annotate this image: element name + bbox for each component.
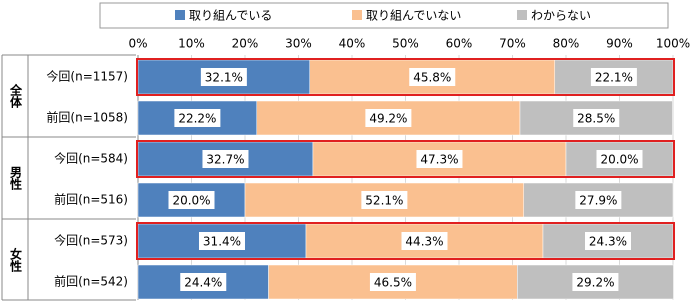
value-label: 29.2% (576, 276, 614, 290)
value-label: 44.3% (405, 235, 443, 249)
bar-segment (523, 182, 674, 218)
value-label: 49.2% (369, 112, 407, 126)
value-label: 47.3% (420, 153, 458, 167)
y-tick-label: 前回(n=1058) (46, 110, 128, 125)
legend-label: 取り組んでいない (366, 9, 461, 23)
group-label: 全体 (9, 83, 23, 109)
x-tick-label: 20% (232, 37, 259, 51)
highlight-box (136, 140, 675, 178)
y-tick-label: 今回(n=573) (54, 233, 128, 248)
y-tick-label: 前回(n=516) (54, 192, 128, 207)
value-label-box (409, 68, 456, 86)
x-tick-label: 70% (499, 37, 526, 51)
value-label: 22.1% (595, 71, 633, 85)
value-label-box (596, 150, 643, 168)
legend-label: 取り組んでいる (189, 9, 272, 23)
value-label-box (202, 150, 249, 168)
value-label-box (180, 273, 227, 291)
value-label-box (573, 109, 620, 127)
legend-box (99, 2, 669, 29)
value-label-box (590, 68, 637, 86)
value-label-box (369, 273, 416, 291)
y-tick-label: 前回(n=542) (54, 274, 128, 289)
bar-segment (137, 264, 269, 300)
legend-swatch (352, 10, 362, 20)
value-label-box (198, 232, 245, 250)
value-label: 28.5% (577, 112, 615, 126)
value-label: 31.4% (203, 235, 241, 249)
highlight-box (136, 58, 675, 96)
value-label-box (584, 232, 631, 250)
value-label: 24.4% (184, 276, 222, 290)
x-tick-label: 80% (553, 37, 580, 51)
x-tick-label: 50% (392, 37, 419, 51)
legend-label: わからない (531, 9, 591, 23)
legend-swatch (517, 10, 527, 20)
x-tick-label: 40% (339, 37, 366, 51)
y-tick-label: 今回(n=584) (54, 151, 128, 166)
x-tick-label: 90% (606, 37, 633, 51)
value-label: 32.7% (206, 153, 244, 167)
value-label-box (416, 150, 463, 168)
value-label: 32.1% (205, 71, 243, 85)
value-label: 24.3% (589, 235, 627, 249)
highlight-box (136, 222, 675, 260)
value-label-box (174, 109, 221, 127)
group-label: 女性 (9, 247, 23, 273)
value-label-box (200, 68, 247, 86)
legend-swatch (175, 10, 185, 20)
value-label-box (168, 191, 215, 209)
value-label: 46.5% (374, 276, 412, 290)
y-tick-label: 今回(n=1157) (46, 69, 128, 84)
value-label: 22.2% (178, 112, 216, 126)
value-label-box (572, 273, 619, 291)
value-label-box (361, 191, 408, 209)
value-label: 20.0% (600, 153, 638, 167)
value-label: 27.9% (579, 194, 617, 208)
value-label: 52.1% (365, 194, 403, 208)
value-label-box (365, 109, 412, 127)
value-label: 45.8% (413, 71, 451, 85)
value-label-box (575, 191, 622, 209)
x-tick-label: 60% (446, 37, 473, 51)
value-label: 20.0% (172, 194, 210, 208)
x-tick-label: 100% (656, 37, 690, 51)
x-tick-label: 0% (128, 37, 147, 51)
group-label: 男性 (9, 166, 23, 191)
x-tick-label: 10% (178, 37, 205, 51)
value-label-box (401, 232, 448, 250)
x-tick-label: 30% (285, 37, 312, 51)
